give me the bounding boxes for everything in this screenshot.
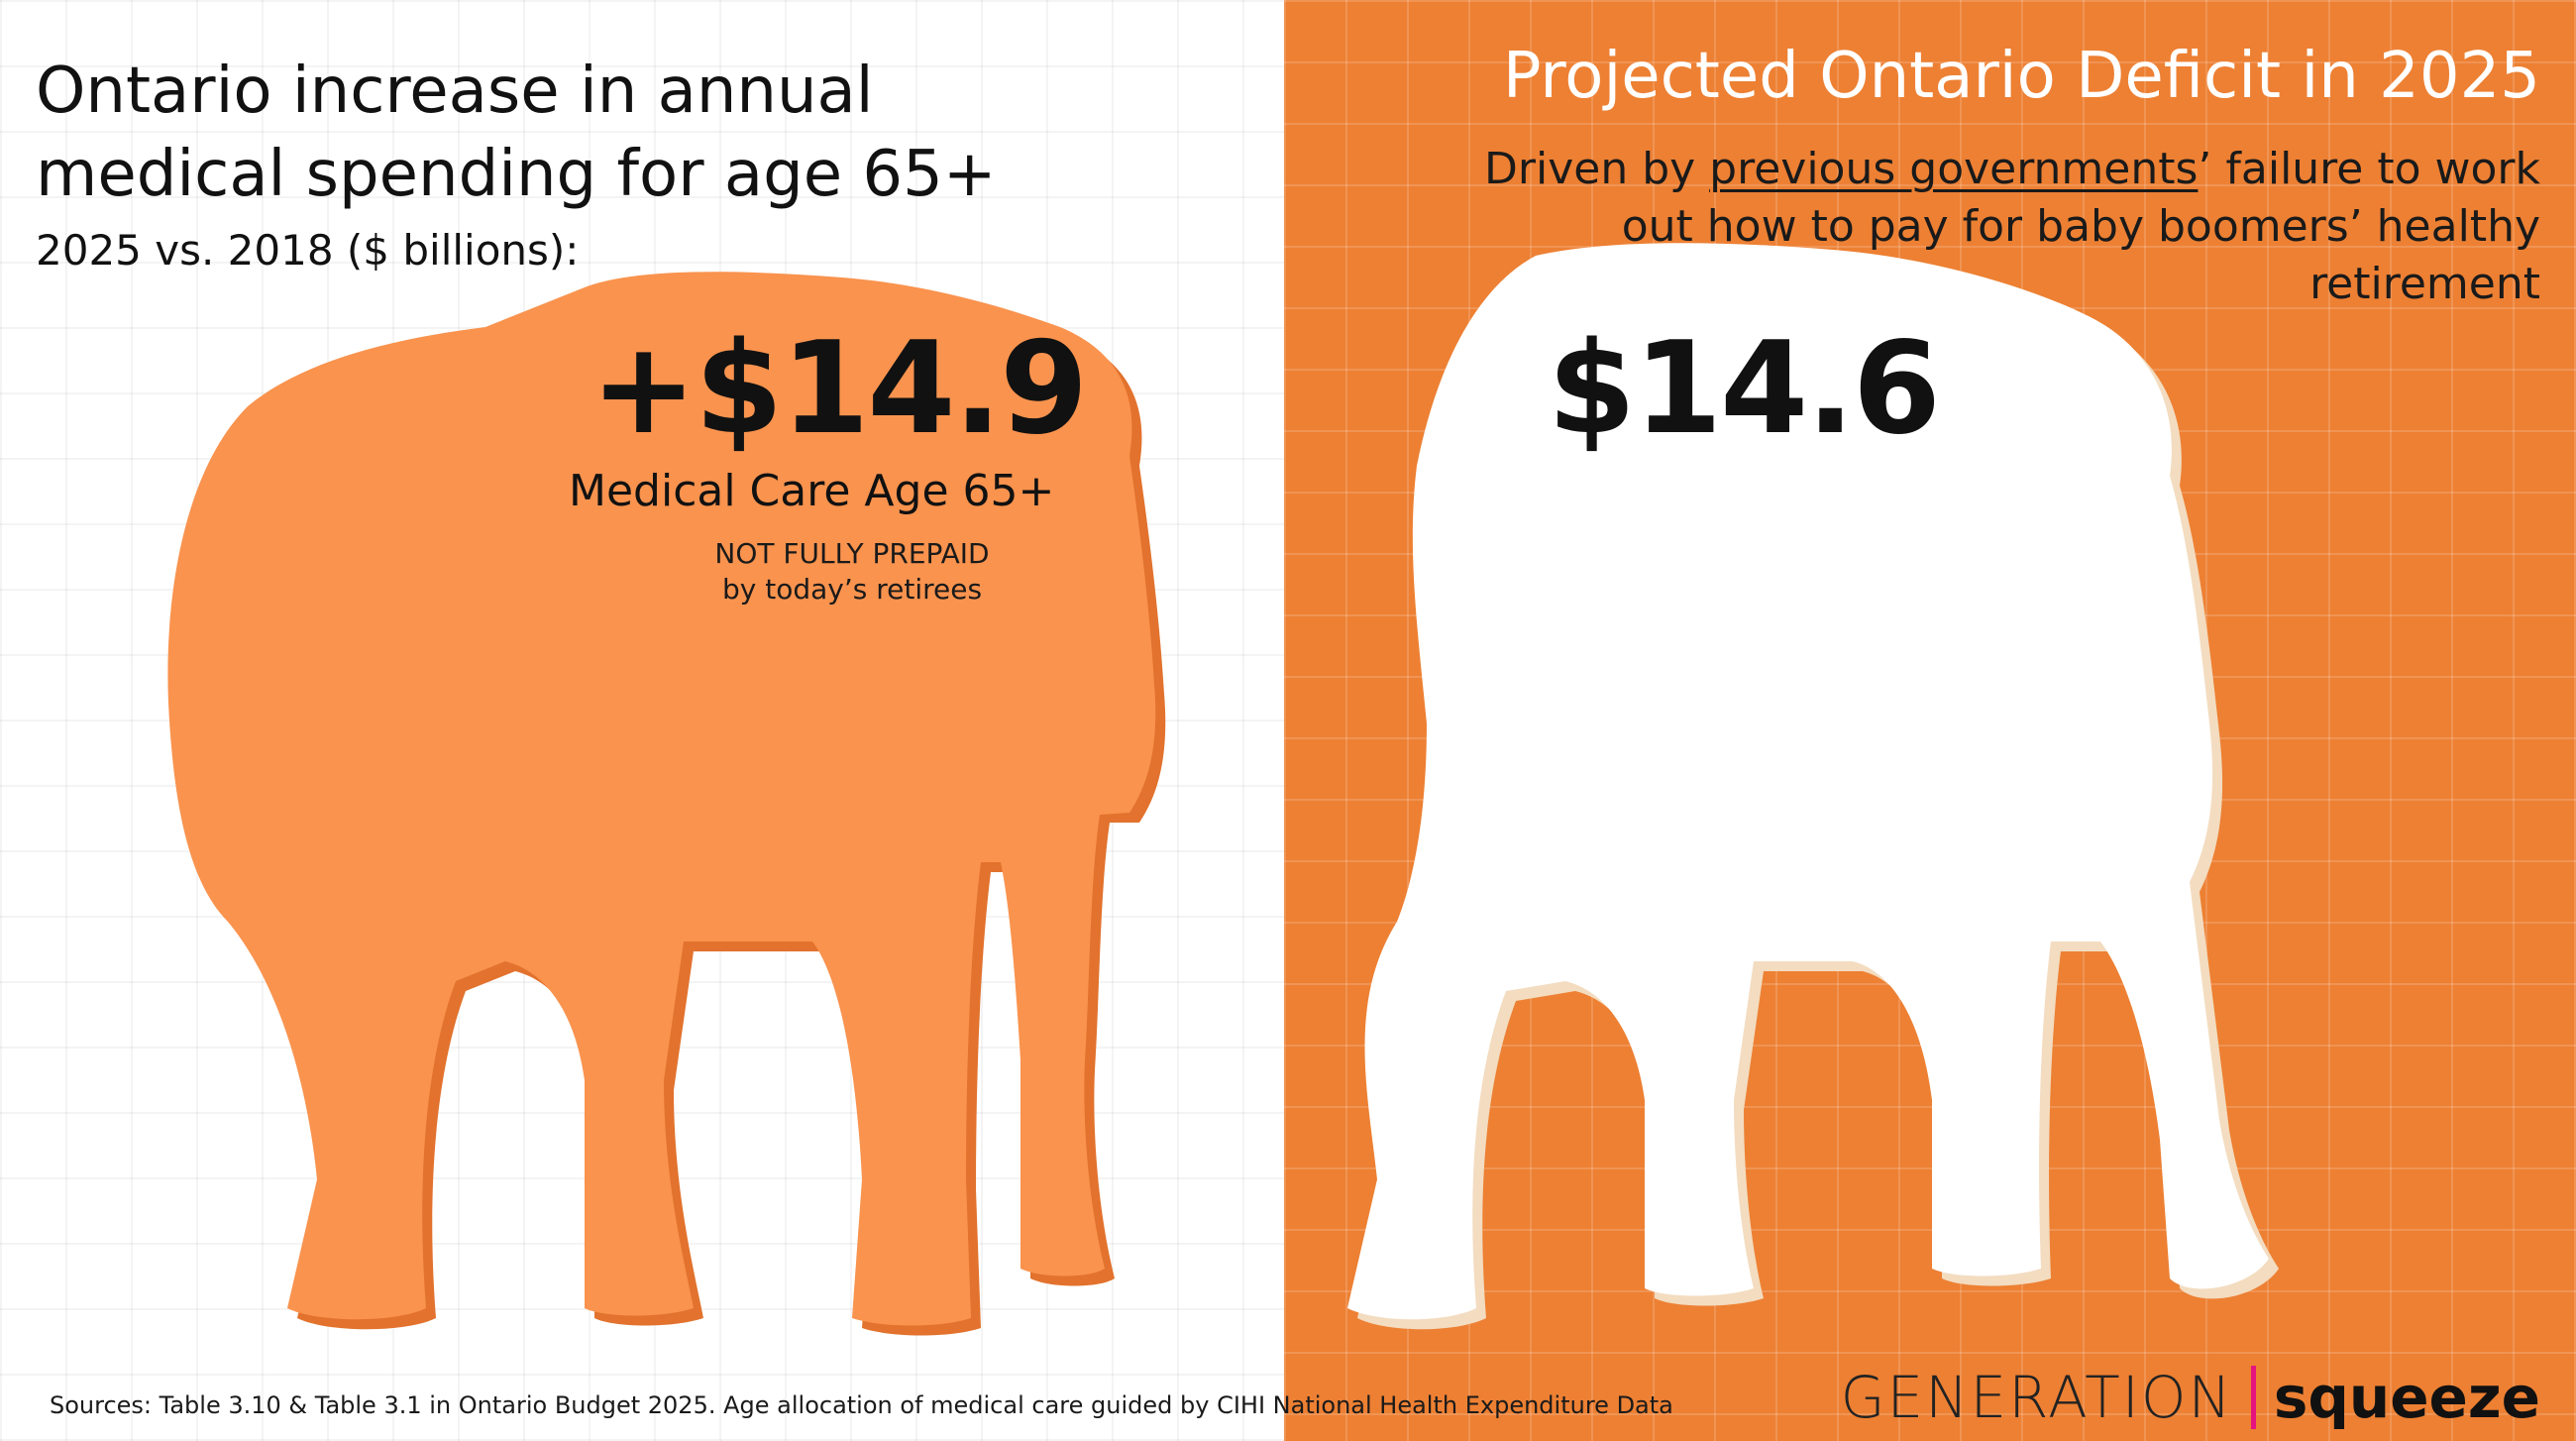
left-title: Ontario increase in annual medical spend… [36,55,997,211]
right-subtitle: Driven by previous governments’ failure … [1450,141,2540,313]
right-value: $14.6 [1548,315,1941,463]
logo-divider [2250,1366,2256,1429]
left-value: +$14.9 [590,315,1088,463]
right-title: Projected Ontario Deficit in 2025 [1502,40,2540,113]
left-subtitle: 2025 vs. 2018 ($ billions): [36,226,580,275]
generation-squeeze-logo: GENERATION squeeze [1841,1364,2540,1431]
previous-governments-link[interactable]: previous governments [1709,144,2199,194]
left-label: Medical Care Age 65+ [569,466,1055,516]
right-subtitle-suffix: ’ failure to work out how to pay for bab… [1621,144,2540,309]
sources-footnote: Sources: Table 3.10 & Table 3.1 in Ontar… [50,1391,1673,1419]
right-subtitle-prefix: Driven by [1484,144,1710,194]
logo-squeeze-text: squeeze [2273,1364,2540,1431]
logo-generation-text: GENERATION [1840,1364,2233,1431]
